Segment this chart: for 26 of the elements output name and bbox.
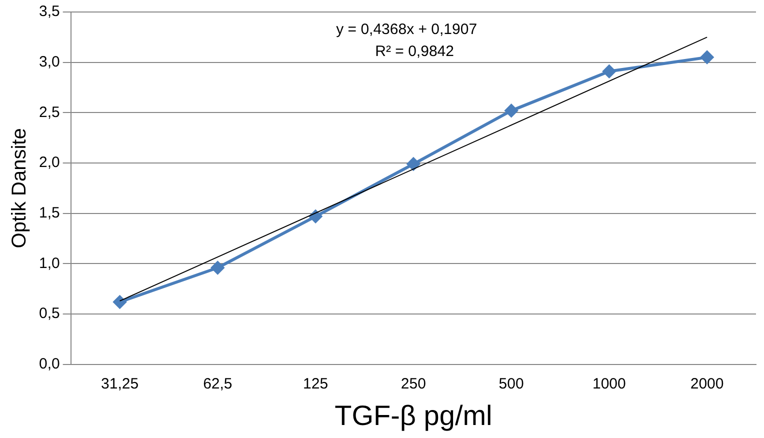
x-tick-label: 1000 [592,376,626,393]
x-tick-label: 31,25 [101,376,139,393]
y-tick-label: 2,0 [38,154,60,172]
x-tick-label: 500 [498,376,524,393]
point [700,50,714,64]
point [309,210,322,223]
point [602,64,616,78]
y-tick-label: 0,0 [38,356,60,373]
y-tick-label: 0,5 [38,305,60,322]
annotation: R² = 0,9842 [375,43,454,60]
point [406,158,420,171]
y-tick-label: 3,0 [38,53,60,70]
x-axis-title: TGF-β pg/ml [334,400,492,431]
point [504,104,518,118]
x-tick-label: 2000 [690,376,724,393]
annotation: y = 0,4368x + 0,1907 [336,21,478,38]
y-tick-label: 2,5 [38,104,60,121]
x-tick-label: 250 [400,376,426,393]
y-tick-label: 1,0 [38,254,60,272]
x-tick-label: 125 [303,376,328,393]
point [113,295,126,308]
point [211,261,224,274]
y-tick-label: 1,5 [38,204,60,222]
x-tick-label: 62,5 [203,376,232,393]
y-tick-label: 3,5 [38,3,60,20]
y-axis-title: Optik Dansite [8,128,31,248]
